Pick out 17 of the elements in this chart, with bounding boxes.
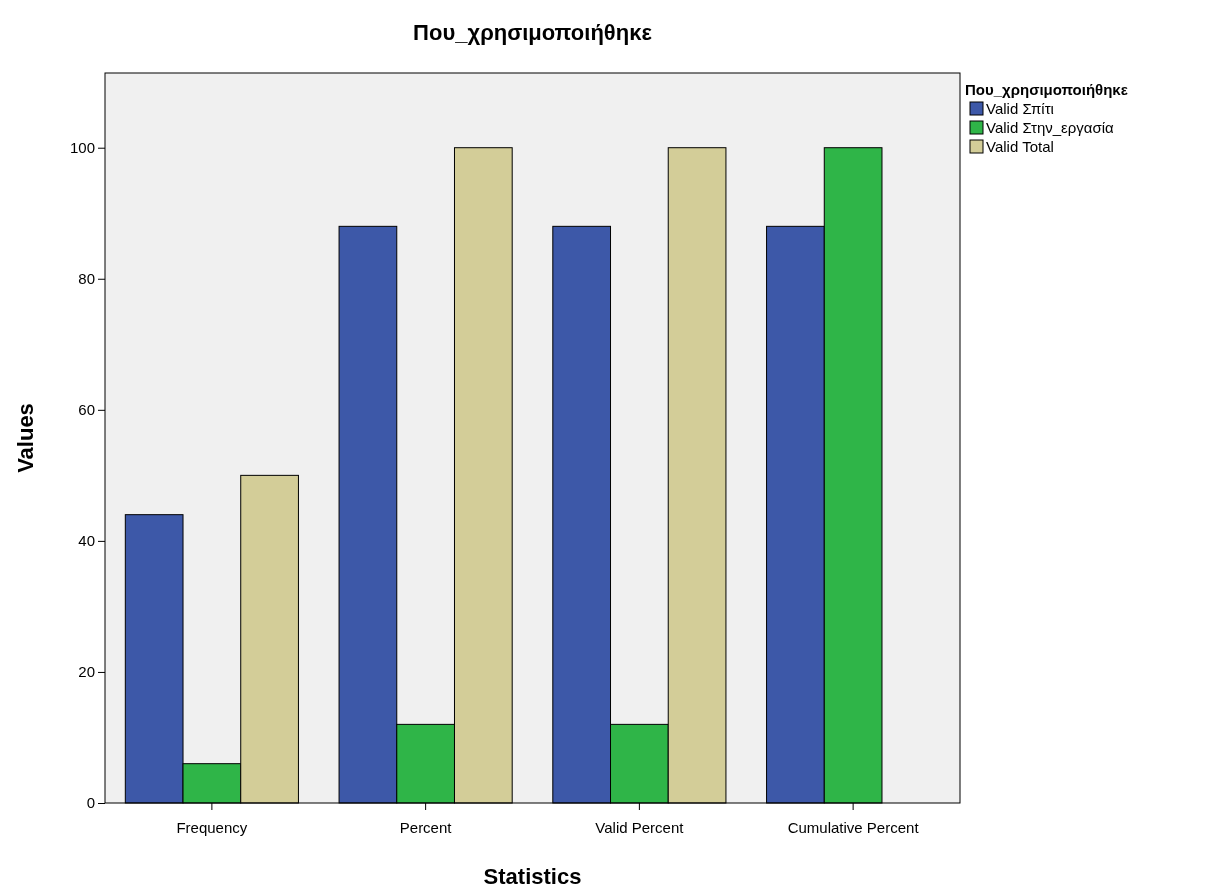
y-tick-label: 80 xyxy=(78,270,95,288)
y-tick-label: 60 xyxy=(78,401,95,419)
x-tick-label: Frequency xyxy=(176,818,248,836)
y-tick-label: 20 xyxy=(78,663,95,681)
x-axis-title: Statistics xyxy=(483,864,582,889)
legend-label: Valid Στην_εργασία xyxy=(986,119,1115,136)
y-tick-label: 0 xyxy=(86,794,95,812)
x-tick-label: Valid Percent xyxy=(595,818,685,836)
legend-label: Valid Total xyxy=(986,138,1054,155)
x-tick-label: Percent xyxy=(399,818,453,836)
y-axis-title: Values xyxy=(13,403,38,473)
chart-title: Που_χρησιμοποιήθηκε xyxy=(413,20,653,45)
x-tick-label: Cumulative Percent xyxy=(787,818,920,836)
y-tick-label: 100 xyxy=(69,139,95,156)
legend-label: Valid Σπίτι xyxy=(986,100,1054,117)
legend-title: Που_χρησιμοποιήθηκε xyxy=(965,81,1128,98)
y-tick-label: 40 xyxy=(78,532,95,550)
